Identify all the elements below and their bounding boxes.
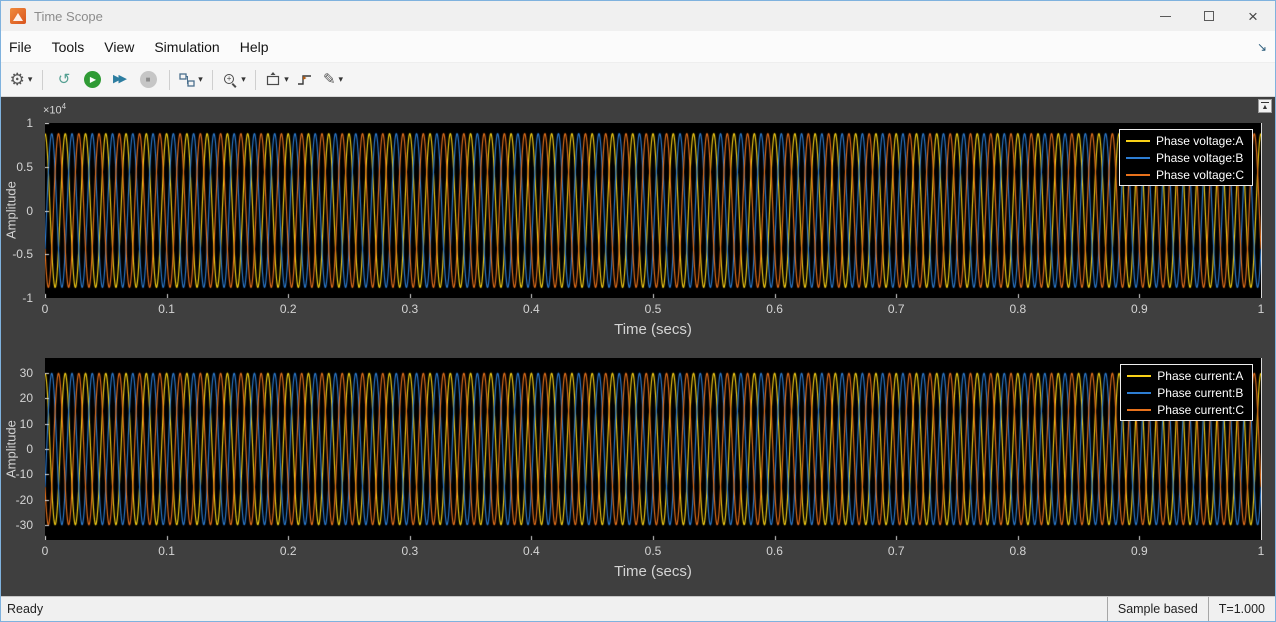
voltage-x-axis-label: Time (secs) bbox=[614, 321, 692, 338]
menubar: File Tools View Simulation Help ↘ bbox=[1, 31, 1275, 63]
menu-tools[interactable]: Tools bbox=[51, 38, 85, 55]
stop-icon: ■ bbox=[139, 71, 157, 88]
highlight-simulink-block-button[interactable]: ▾ bbox=[179, 67, 203, 93]
menu-help[interactable]: Help bbox=[239, 38, 269, 55]
statusbar: Ready Sample based T=1.000 bbox=[1, 596, 1275, 621]
toolbar-separator bbox=[42, 69, 43, 90]
gear-icon: ⚙ bbox=[9, 70, 25, 89]
caret-down-icon: ▾ bbox=[284, 74, 289, 84]
simulink-block-icon bbox=[179, 72, 195, 87]
maximize-icon bbox=[1204, 11, 1214, 21]
caret-down-icon: ▾ bbox=[27, 74, 33, 84]
menu-file[interactable]: File bbox=[9, 38, 32, 55]
close-button[interactable]: × bbox=[1231, 1, 1275, 31]
measurements-icon: ✎ bbox=[322, 71, 336, 88]
legend-line-swatch bbox=[1125, 156, 1150, 159]
step-back-button[interactable]: ↺ bbox=[52, 67, 76, 93]
toolbar: ⚙ ▾ ↺ ▶ ▶▶ ■ ▾ + ▾ bbox=[1, 63, 1275, 97]
maximize-button[interactable] bbox=[1187, 1, 1231, 31]
menu-simulation[interactable]: Simulation bbox=[154, 38, 220, 55]
toolbar-separator bbox=[212, 69, 213, 90]
legend-item[interactable]: Phase voltage:A bbox=[1125, 132, 1244, 149]
window-controls: × bbox=[1143, 1, 1275, 31]
matlab-app-icon bbox=[10, 8, 26, 24]
current-x-tick-labels: 0 0.1 0.2 0.3 0.4 0.5 0.6 0.7 0.8 0.9 1 bbox=[41, 544, 1265, 558]
dock-arrow-icon[interactable]: ↘ bbox=[1256, 39, 1267, 54]
menu-view[interactable]: View bbox=[104, 38, 135, 55]
expand-button[interactable]: ▲ bbox=[1258, 99, 1272, 113]
trigger-button[interactable] bbox=[293, 67, 317, 93]
status-ready-text: Ready bbox=[7, 602, 44, 616]
legend-line-swatch bbox=[1127, 391, 1152, 394]
caret-down-icon: ▾ bbox=[241, 74, 246, 84]
legend-line-swatch bbox=[1125, 139, 1150, 142]
legend-line-swatch bbox=[1125, 173, 1150, 176]
current-y-tick-labels: 30 20 10 0 -10 -20 -30 bbox=[15, 366, 33, 532]
voltage-x-tick-labels: 0 0.1 0.2 0.3 0.4 0.5 0.6 0.7 0.8 0.9 1 bbox=[41, 302, 1265, 316]
legend-line-swatch bbox=[1127, 374, 1152, 377]
toolbar-separator bbox=[169, 69, 170, 90]
minimize-button[interactable] bbox=[1143, 1, 1187, 31]
step-forward-icon: ▶▶ bbox=[113, 73, 127, 85]
titlebar: Time Scope × bbox=[1, 1, 1275, 31]
stop-button[interactable]: ■ bbox=[136, 67, 160, 93]
legend-item[interactable]: Phase voltage:C bbox=[1125, 166, 1244, 183]
status-sim-time: T=1.000 bbox=[1207, 597, 1275, 621]
autoscale-icon bbox=[267, 72, 280, 86]
autoscale-button[interactable]: ▾ bbox=[265, 67, 289, 93]
status-sample-mode: Sample based bbox=[1106, 597, 1208, 621]
window-title: Time Scope bbox=[34, 8, 103, 24]
current-plot-canvas[interactable] bbox=[45, 358, 1262, 540]
current-legend[interactable]: Phase current:A Phase current:B Phase cu… bbox=[1120, 364, 1253, 421]
voltage-y-tick-labels: 1 0.5 0 -0.5 -1 bbox=[12, 116, 33, 305]
voltage-plot-canvas[interactable] bbox=[45, 123, 1262, 298]
step-forward-button[interactable]: ▶▶ bbox=[108, 67, 132, 93]
magnifier-icon: + bbox=[222, 72, 238, 88]
close-icon: × bbox=[1248, 6, 1258, 26]
legend-item[interactable]: Phase current:A bbox=[1127, 367, 1244, 384]
settings-button[interactable]: ⚙ ▾ bbox=[9, 67, 33, 93]
legend-item[interactable]: Phase current:C bbox=[1127, 401, 1244, 418]
trigger-icon bbox=[298, 74, 311, 85]
scope-display-area: ▲ ×104 Amplitude 1 0.5 0 -0.5 -1 0 0.1 0.2 0.3 0… bbox=[1, 97, 1275, 598]
toolbar-separator bbox=[255, 69, 256, 90]
caret-down-icon: ▾ bbox=[198, 74, 203, 84]
legend-item[interactable]: Phase current:B bbox=[1127, 384, 1244, 401]
play-icon: ▶ bbox=[83, 71, 101, 88]
minimize-icon bbox=[1159, 15, 1171, 17]
legend-item[interactable]: Phase voltage:B bbox=[1125, 149, 1244, 166]
caret-down-icon: ▾ bbox=[338, 74, 344, 84]
expand-arrow-icon: ▲ bbox=[1261, 103, 1269, 111]
y-axis-exponent-label: ×104 bbox=[43, 102, 67, 117]
voltage-legend[interactable]: Phase voltage:A Phase voltage:B Phase vo… bbox=[1118, 129, 1253, 186]
current-x-axis-label: Time (secs) bbox=[614, 563, 692, 580]
measurements-button[interactable]: ✎ ▾ bbox=[321, 67, 345, 93]
run-button[interactable]: ▶ bbox=[80, 67, 104, 93]
step-back-icon: ↺ bbox=[57, 71, 71, 88]
zoom-button[interactable]: + ▾ bbox=[222, 67, 246, 93]
legend-line-swatch bbox=[1127, 408, 1152, 411]
